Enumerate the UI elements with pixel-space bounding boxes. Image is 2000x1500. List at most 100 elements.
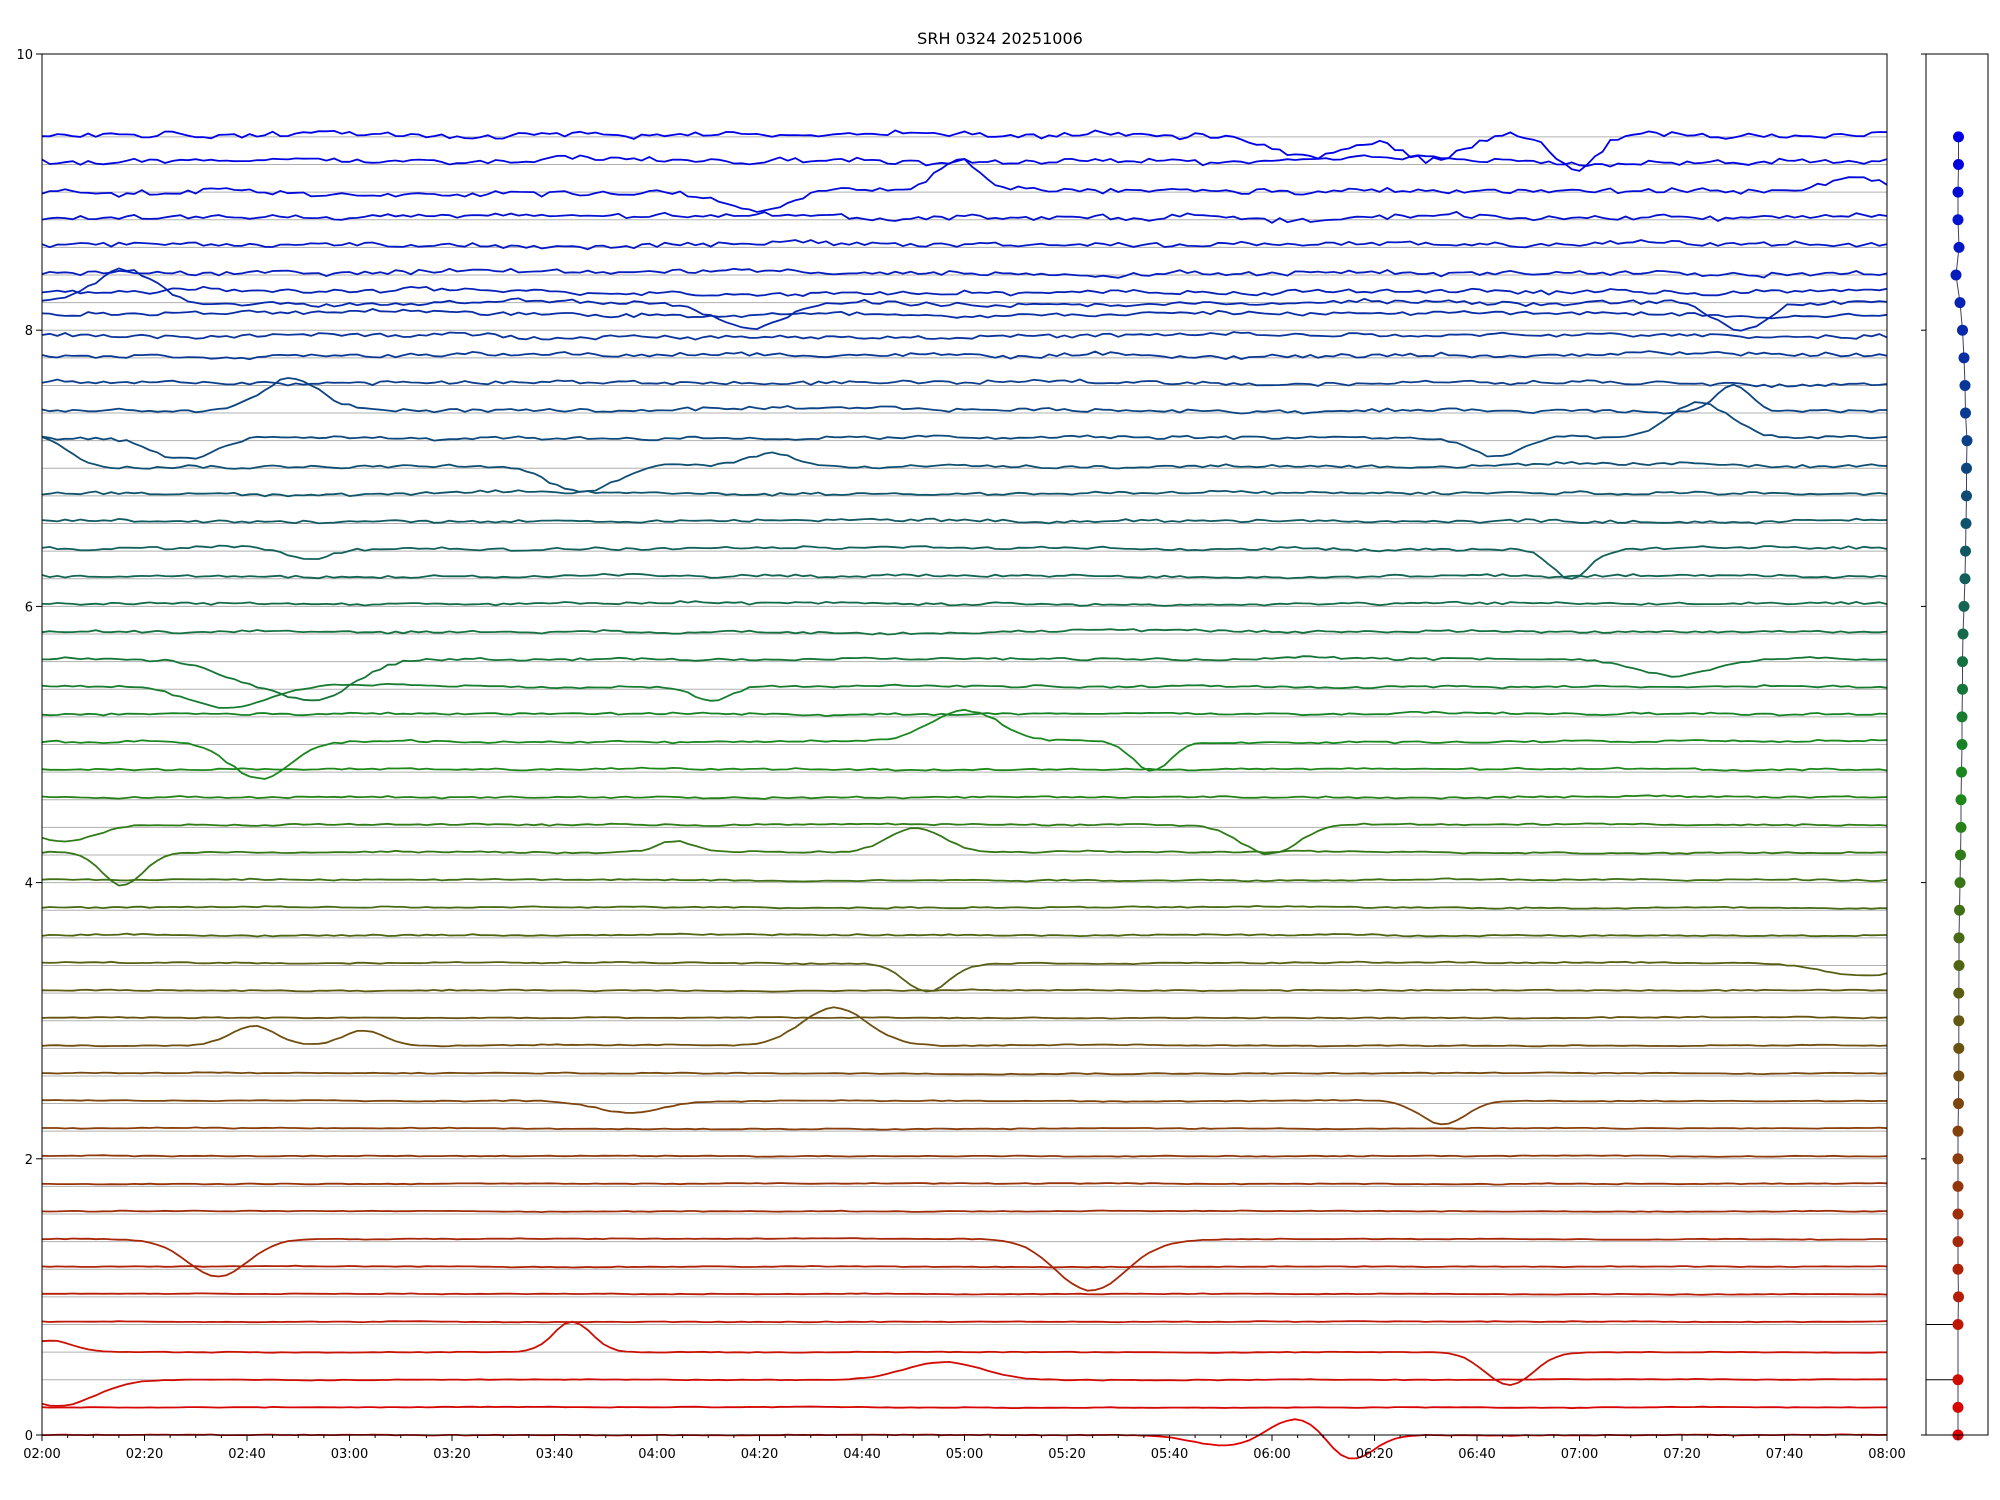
series-line	[41, 1015, 1888, 1020]
x-tick-label: 02:00	[23, 1447, 60, 1462]
side-panel-point	[1950, 269, 1962, 281]
side-panel-point	[1957, 683, 1968, 695]
y-tick-label: 10	[16, 48, 33, 63]
side-panel-point	[1952, 1319, 1964, 1331]
side-panel-point	[1953, 987, 1965, 999]
series-line	[41, 710, 1888, 718]
side-panel-point	[1953, 1070, 1965, 1082]
series-lines	[41, 129, 1888, 1460]
series-line	[41, 822, 1888, 856]
side-panel-point	[1952, 186, 1964, 198]
series-line	[41, 517, 1888, 525]
side-panel-frame	[1925, 53, 1989, 1436]
side-panel	[1921, 53, 1989, 1441]
series-line	[41, 401, 1888, 460]
x-tick-label: 04:40	[843, 1447, 880, 1462]
series-line	[41, 1182, 1888, 1186]
side-panel-point	[1954, 904, 1965, 916]
x-axis-ticks: 02:00 02:20 02:40 03:00 03:20 03:40 04:00 04:20…	[23, 1435, 1906, 1462]
side-panel-point	[1953, 1291, 1964, 1303]
series-line	[41, 904, 1888, 910]
x-tick-label: 05:00	[946, 1447, 983, 1462]
side-panel-point	[1961, 490, 1972, 502]
x-tick-label: 08:00	[1868, 1447, 1905, 1462]
x-tick-label: 07:00	[1561, 1447, 1598, 1462]
side-panel-point	[1953, 241, 1965, 253]
x-tick-label: 04:20	[741, 1447, 778, 1462]
x-tick-label: 05:20	[1048, 1447, 1085, 1462]
series-line	[41, 1405, 1887, 1410]
chart-title: SRH 0324 20251006	[917, 29, 1083, 48]
series-line	[41, 766, 1888, 772]
series-line	[41, 267, 1888, 279]
series-line	[41, 794, 1888, 800]
series-line	[41, 1209, 1888, 1214]
series-line	[41, 628, 1888, 636]
y-tick-label: 4	[25, 877, 33, 892]
series-line	[41, 544, 1888, 580]
series-line	[41, 1154, 1888, 1158]
side-panel-points	[1950, 131, 1973, 1441]
side-panel-point	[1953, 1098, 1964, 1110]
side-panel-point	[1955, 849, 1966, 861]
x-tick-label: 03:20	[433, 1447, 470, 1462]
series-line	[41, 1006, 1888, 1048]
series-line	[41, 1320, 1888, 1324]
series-line	[42, 1126, 1888, 1131]
series-line	[41, 1360, 1887, 1407]
series-line	[41, 377, 1887, 415]
side-panel-point	[1952, 1374, 1964, 1386]
series-line	[41, 932, 1888, 938]
series-line	[42, 1292, 1888, 1296]
side-panel-point	[1953, 932, 1965, 944]
side-panel-point	[1952, 214, 1964, 226]
series-line	[41, 827, 1888, 887]
series-line	[41, 436, 1888, 493]
x-tick-label: 03:40	[536, 1447, 573, 1462]
side-panel-point	[1953, 1015, 1965, 1027]
x-tick-label: 04:00	[638, 1447, 675, 1462]
series-line	[41, 708, 1888, 780]
y-tick-label: 6	[25, 600, 33, 615]
x-tick-label: 06:40	[1458, 1447, 1495, 1462]
series-line	[41, 655, 1888, 702]
side-panel-point	[1953, 959, 1965, 971]
side-panel-point	[1960, 518, 1972, 530]
series-line	[41, 1237, 1888, 1292]
side-panel-point	[1952, 1236, 1964, 1248]
y-tick-label: 2	[25, 1153, 33, 1168]
y-axis-ticks: 0 2 4 6 8 10	[16, 48, 42, 1444]
side-panel-point	[1952, 1263, 1964, 1275]
series-line	[41, 1071, 1888, 1076]
side-panel-point	[1953, 131, 1964, 143]
series-line	[41, 1320, 1888, 1387]
side-panel-point	[1958, 352, 1970, 364]
side-panel-point	[1952, 1401, 1964, 1413]
side-panel-point	[1952, 1125, 1964, 1137]
x-tick-label: 02:20	[126, 1447, 163, 1462]
side-panel-ticks	[1921, 53, 1959, 1440]
side-panel-point	[1953, 158, 1964, 170]
side-panel-point	[1959, 379, 1971, 391]
x-tick-label: 07:40	[1766, 1447, 1803, 1462]
y-tick-label: 8	[25, 324, 33, 339]
side-panel-point	[1958, 600, 1970, 612]
side-panel-point	[1952, 1180, 1964, 1192]
series-line	[41, 210, 1888, 224]
x-tick-label: 07:20	[1663, 1447, 1700, 1462]
series-line	[41, 285, 1888, 297]
side-panel-point	[1959, 573, 1971, 585]
x-tick-label: 05:40	[1151, 1447, 1188, 1462]
side-panel-point	[1952, 1153, 1964, 1165]
series-line	[41, 877, 1888, 883]
series-line	[41, 378, 1888, 389]
series-line	[41, 988, 1888, 993]
series-line	[41, 960, 1888, 993]
side-panel-point	[1960, 545, 1971, 557]
side-panel-point	[1956, 766, 1967, 778]
series-line	[41, 308, 1888, 320]
x-tick-label: 02:40	[228, 1447, 265, 1462]
series-line	[41, 154, 1888, 168]
